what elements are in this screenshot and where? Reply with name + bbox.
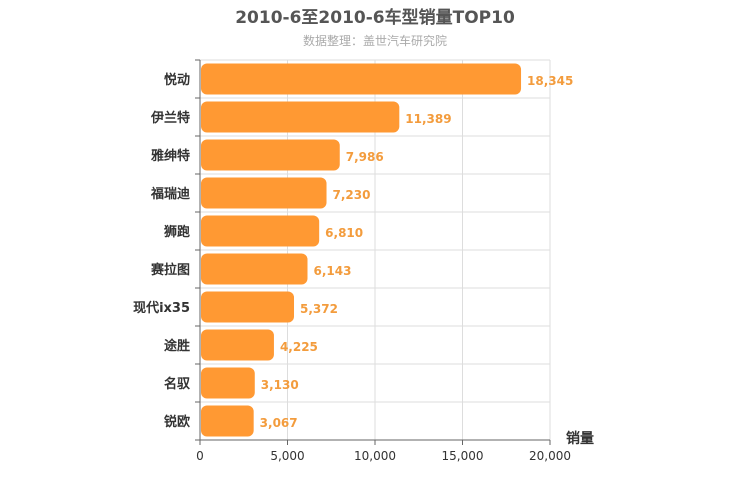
category-label: 悦动 xyxy=(164,72,190,88)
bar[interactable] xyxy=(201,367,255,399)
bar[interactable] xyxy=(201,139,340,171)
value-label: 18,345 xyxy=(527,74,573,88)
bar[interactable] xyxy=(201,253,308,285)
category-label: 现代ix35 xyxy=(133,300,190,316)
bar[interactable] xyxy=(201,215,320,247)
value-label: 7,986 xyxy=(346,150,384,164)
category-label: 名驭 xyxy=(164,376,191,392)
category-label: 锐欧 xyxy=(164,414,190,430)
labels: 悦动 18,345 伊兰特 11,389 雅绅特 7,986 福瑞迪 7,230 狮跑 6,810… xyxy=(133,72,573,430)
bar[interactable] xyxy=(201,291,295,323)
value-label: 4,225 xyxy=(280,340,318,354)
value-label: 7,230 xyxy=(333,188,371,202)
x-tick-label: 5,000 xyxy=(270,449,304,463)
category-label: 狮跑 xyxy=(163,224,190,240)
bar[interactable] xyxy=(201,405,254,437)
bar[interactable] xyxy=(201,177,327,209)
x-axis-title: 销量 xyxy=(566,430,594,447)
grid-lines xyxy=(200,59,551,441)
x-tick-label: 0 xyxy=(196,449,204,463)
chart-title: 2010-6至2010-6车型销量TOP10 xyxy=(235,7,515,28)
chart-subtitle: 数据整理：盖世汽车研究院 xyxy=(303,33,447,48)
x-tick-label: 20,000 xyxy=(529,449,571,463)
axes: 0 5,000 10,000 15,000 20,000 xyxy=(195,59,571,463)
value-label: 6,810 xyxy=(325,226,363,240)
bar[interactable] xyxy=(201,329,274,361)
value-label: 6,143 xyxy=(314,264,352,278)
bar[interactable] xyxy=(201,63,522,95)
value-label: 3,067 xyxy=(260,416,298,430)
category-label: 雅绅特 xyxy=(151,148,190,164)
value-label: 11,389 xyxy=(405,112,451,126)
bar[interactable] xyxy=(201,101,400,133)
x-tick-label: 10,000 xyxy=(354,449,396,463)
category-label: 福瑞迪 xyxy=(150,186,190,202)
value-label: 3,130 xyxy=(261,378,299,392)
bars xyxy=(201,63,522,437)
category-label: 伊兰特 xyxy=(150,110,190,126)
value-label: 5,372 xyxy=(300,302,338,316)
category-label: 赛拉图 xyxy=(150,262,190,278)
x-tick-label: 15,000 xyxy=(442,449,484,463)
category-label: 途胜 xyxy=(164,338,190,354)
